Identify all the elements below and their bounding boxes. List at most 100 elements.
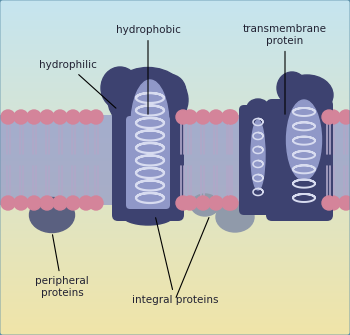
Bar xyxy=(0,136,350,137)
Bar xyxy=(0,270,350,271)
Bar xyxy=(0,35,350,37)
Bar xyxy=(0,18,350,20)
FancyBboxPatch shape xyxy=(239,105,273,215)
Bar xyxy=(0,238,350,240)
Bar xyxy=(0,330,350,332)
Bar xyxy=(0,122,350,124)
Circle shape xyxy=(209,196,223,210)
Circle shape xyxy=(79,196,93,210)
Text: hydrophilic: hydrophilic xyxy=(39,60,116,108)
Bar xyxy=(0,228,350,229)
Bar xyxy=(0,231,350,233)
Bar xyxy=(0,146,350,147)
Bar xyxy=(0,95,350,97)
Bar xyxy=(0,54,350,55)
Bar xyxy=(0,30,350,32)
Bar xyxy=(0,12,350,13)
Bar xyxy=(0,295,350,296)
Bar xyxy=(0,300,350,302)
Bar xyxy=(0,94,350,95)
Bar xyxy=(0,188,350,189)
FancyBboxPatch shape xyxy=(266,99,333,221)
Bar xyxy=(0,139,350,141)
Bar xyxy=(0,276,350,278)
Bar xyxy=(0,8,350,10)
Bar xyxy=(0,100,350,102)
Circle shape xyxy=(176,196,190,210)
Bar xyxy=(0,106,350,107)
Bar xyxy=(0,266,350,268)
Bar xyxy=(0,183,350,184)
Circle shape xyxy=(40,110,54,124)
Circle shape xyxy=(224,110,238,124)
Bar xyxy=(0,265,350,266)
Bar xyxy=(0,208,350,209)
Bar xyxy=(0,229,350,231)
Bar xyxy=(0,75,350,77)
Ellipse shape xyxy=(191,194,219,216)
Bar xyxy=(0,80,350,82)
Bar xyxy=(0,85,350,87)
Bar xyxy=(0,44,350,45)
Circle shape xyxy=(224,196,238,210)
Bar xyxy=(0,149,350,151)
Bar xyxy=(0,198,350,199)
Circle shape xyxy=(89,196,103,210)
Bar xyxy=(0,223,350,224)
Bar xyxy=(0,67,350,69)
Bar xyxy=(0,226,350,228)
Bar xyxy=(0,137,350,139)
Circle shape xyxy=(209,110,223,124)
Bar xyxy=(0,17,350,18)
Bar xyxy=(0,305,350,307)
Bar xyxy=(0,261,350,263)
Bar xyxy=(0,2,350,3)
Bar xyxy=(0,209,350,211)
Bar xyxy=(0,115,350,205)
Bar xyxy=(0,194,350,196)
Bar xyxy=(0,291,350,293)
Bar xyxy=(0,34,350,35)
Bar xyxy=(0,315,350,317)
Circle shape xyxy=(222,110,236,124)
Bar xyxy=(0,325,350,327)
Circle shape xyxy=(27,196,41,210)
Bar xyxy=(0,124,350,126)
Bar xyxy=(0,77,350,79)
Ellipse shape xyxy=(216,202,254,232)
Bar xyxy=(0,32,350,34)
Bar xyxy=(0,176,350,178)
Bar xyxy=(0,25,350,27)
Circle shape xyxy=(66,196,80,210)
Bar xyxy=(0,40,350,42)
Bar xyxy=(0,216,350,218)
Bar xyxy=(0,161,350,162)
Bar xyxy=(0,162,350,164)
Bar xyxy=(0,151,350,152)
Bar xyxy=(0,186,350,188)
Bar xyxy=(0,47,350,49)
Bar xyxy=(0,310,350,312)
Bar xyxy=(0,111,350,112)
Bar xyxy=(0,20,350,22)
Circle shape xyxy=(322,110,336,124)
Bar xyxy=(0,255,350,256)
Bar xyxy=(0,263,350,265)
Bar xyxy=(0,142,350,144)
Bar xyxy=(0,166,350,168)
Bar xyxy=(0,39,350,40)
Ellipse shape xyxy=(131,80,169,170)
Bar xyxy=(0,152,350,154)
Bar xyxy=(0,206,350,208)
Bar xyxy=(0,332,350,333)
Bar xyxy=(0,221,350,223)
Bar xyxy=(0,131,350,132)
Bar xyxy=(0,62,350,64)
Bar xyxy=(0,37,350,39)
Bar xyxy=(0,117,350,119)
Bar xyxy=(0,286,350,288)
Circle shape xyxy=(89,110,103,124)
Ellipse shape xyxy=(29,198,75,232)
FancyBboxPatch shape xyxy=(126,116,170,209)
Text: transmembrane
protein: transmembrane protein xyxy=(243,24,327,114)
